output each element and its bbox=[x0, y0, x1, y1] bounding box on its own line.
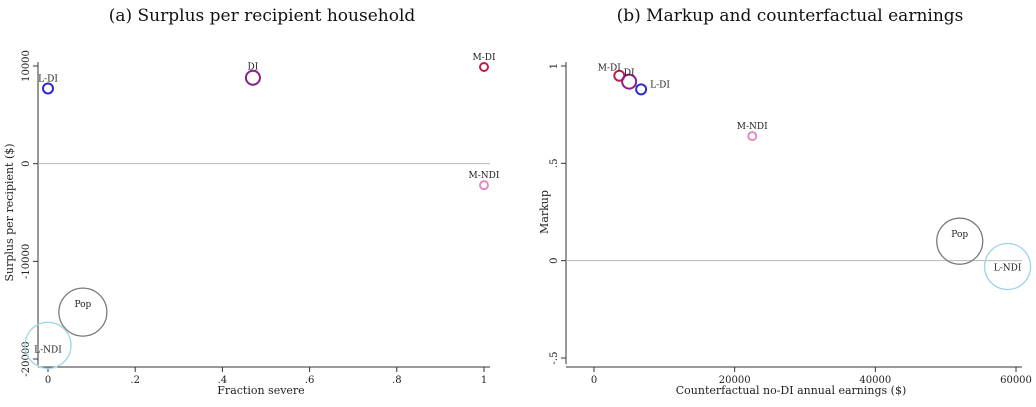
x-axis-label: Counterfactual no-DI annual earnings ($) bbox=[676, 384, 907, 397]
data-point-l-di bbox=[635, 83, 648, 96]
point-label-m-di: M-DI bbox=[598, 64, 621, 74]
x-tick-label: .8 bbox=[392, 375, 402, 386]
point-label-m-ndi: M-NDI bbox=[737, 122, 768, 132]
point-label-l-di: L-DI bbox=[650, 80, 670, 90]
data-point-l-di bbox=[42, 82, 54, 95]
data-point-m-di bbox=[479, 61, 489, 72]
y-tick-label: 1 bbox=[549, 63, 560, 69]
y-tick-label: -.5 bbox=[549, 352, 560, 365]
chart-b-title: (b) Markup and counterfactual earnings bbox=[616, 6, 964, 26]
chart-a-title: (a) Surplus per recipient household bbox=[108, 6, 416, 26]
y-tick-label: 10000 bbox=[21, 50, 32, 82]
x-tick-label: 20000 bbox=[719, 375, 751, 386]
point-label-l-ndi: L-NDI bbox=[994, 264, 1022, 274]
point-label-m-di: M-DI bbox=[472, 53, 495, 63]
x-tick-label: .6 bbox=[305, 375, 315, 386]
x-tick-label: 40000 bbox=[859, 375, 891, 386]
y-tick-label: 0 bbox=[549, 257, 560, 263]
point-label-pop: Pop bbox=[951, 230, 968, 240]
y-tick-label: -20000 bbox=[21, 341, 32, 376]
data-point-m-ndi bbox=[479, 180, 489, 191]
point-label-di: DI bbox=[248, 63, 259, 73]
data-point-l-ndi bbox=[983, 242, 1032, 291]
x-tick-label: 1 bbox=[481, 375, 487, 386]
point-label-m-ndi: M-NDI bbox=[469, 171, 500, 181]
y-tick-label: 0 bbox=[21, 160, 32, 166]
y-axis-label: Surplus per recipient ($) bbox=[3, 143, 16, 281]
y-axis-label: Markup bbox=[538, 190, 551, 234]
data-point-di bbox=[621, 73, 638, 90]
x-tick-label: 0 bbox=[45, 375, 51, 386]
data-point-pop bbox=[58, 287, 108, 337]
data-point-di bbox=[244, 69, 261, 86]
x-tick-label: 60000 bbox=[1000, 375, 1032, 386]
y-tick-label: .5 bbox=[549, 159, 560, 169]
x-tick-label: .4 bbox=[218, 375, 228, 386]
chart-a: 0 .2 .4 .6 .8 1 -20000 -10000 0 10000 Fraction sev… bbox=[3, 50, 500, 397]
y-tick-label: -10000 bbox=[21, 244, 32, 279]
point-label-pop: Pop bbox=[74, 300, 91, 310]
point-label-l-ndi: L-NDI bbox=[34, 345, 62, 355]
data-point-m-ndi bbox=[747, 131, 758, 142]
x-tick-label: 0 bbox=[591, 375, 597, 386]
data-point-l-ndi bbox=[24, 321, 72, 369]
point-label-l-di: L-DI bbox=[38, 74, 58, 84]
x-axis-label: Fraction severe bbox=[217, 384, 304, 397]
x-tick-label: .2 bbox=[130, 375, 140, 386]
data-point-pop bbox=[936, 217, 984, 265]
point-label-di: DI bbox=[624, 69, 635, 79]
